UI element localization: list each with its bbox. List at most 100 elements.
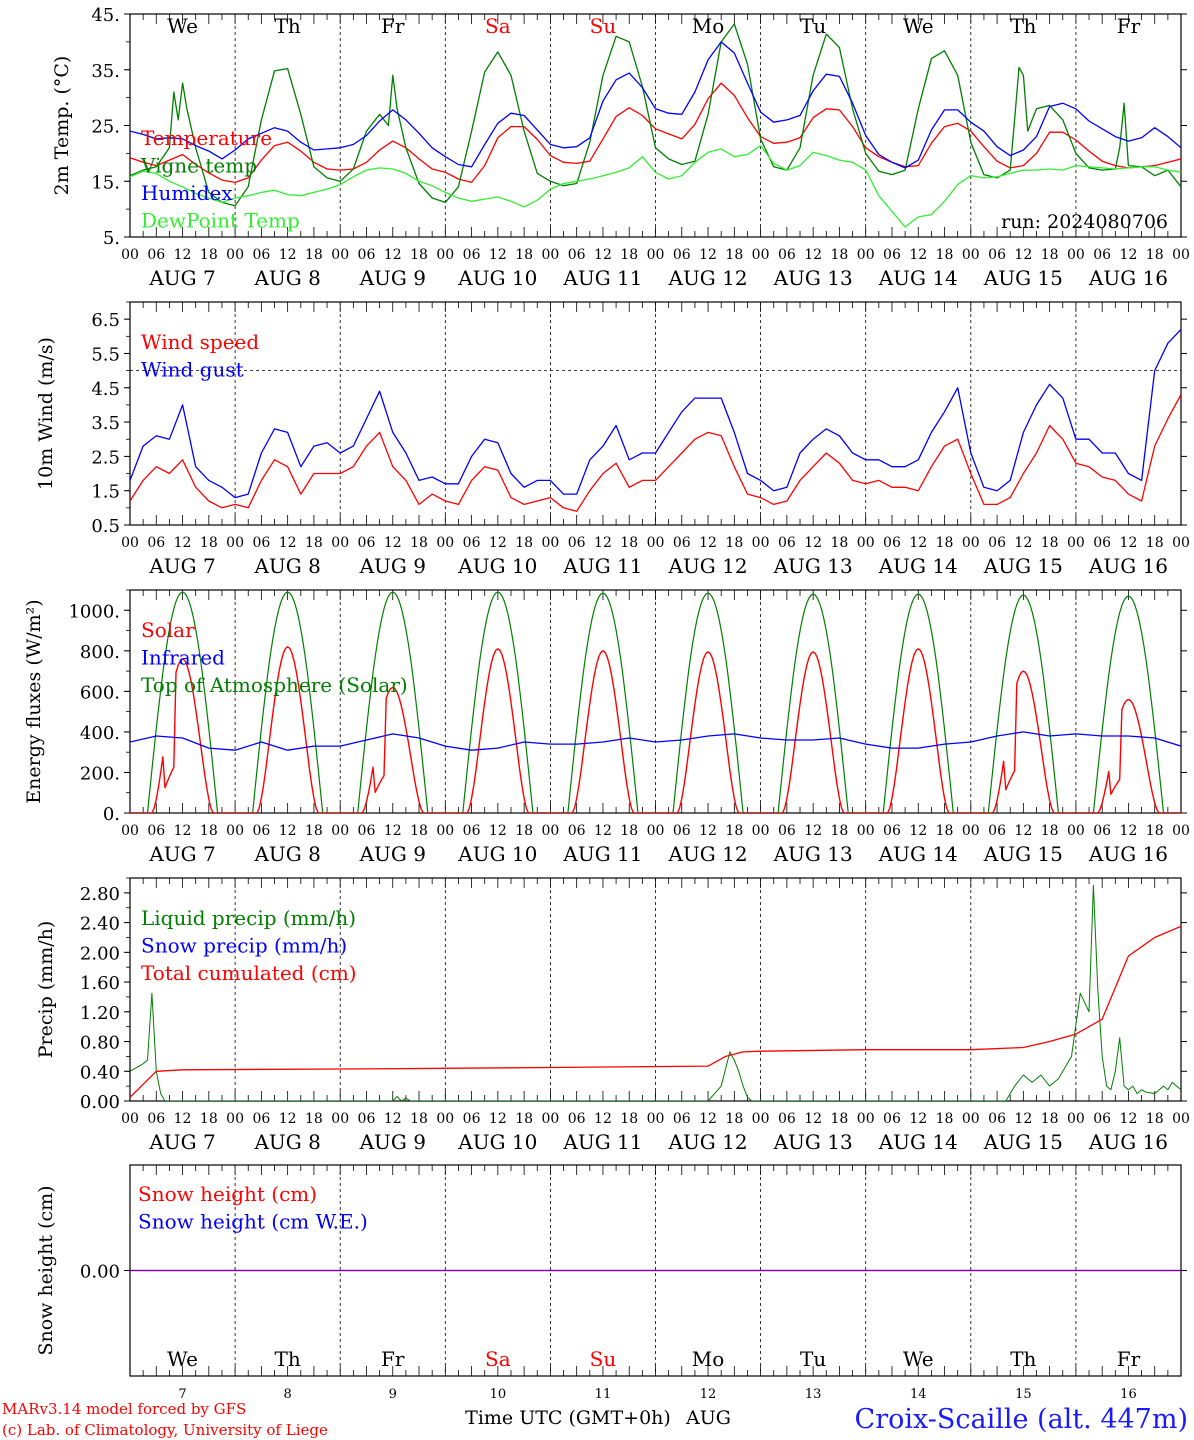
wind-hour-label: 12 <box>279 535 297 551</box>
legend-snow-height-cm: Snow height (cm) <box>138 1182 317 1206</box>
wind-hour-label: 06 <box>463 535 481 551</box>
energy-hour-label: 06 <box>1093 823 1111 839</box>
temp-hour-label: 12 <box>1014 247 1032 263</box>
wind-hour-label: 00 <box>541 535 559 551</box>
wind-hour-label: 12 <box>384 535 402 551</box>
energy-hour-label: 12 <box>594 823 612 839</box>
wind-ytick-label: 4.5 <box>91 379 120 400</box>
energy-hour-label: 12 <box>174 823 192 839</box>
legend-total-cumulated-cm: Total cumulated (cm) <box>141 961 357 985</box>
energy-hour-label: 18 <box>1041 823 1059 839</box>
bottom-day-number: 7 <box>178 1387 186 1402</box>
precip-hour-label: 06 <box>147 1111 165 1127</box>
precip-panel: 0.00 0.40 0.80 1.20 1.60 2.00 2.40 2.80 Precip (… <box>35 877 1190 1154</box>
wind-date-label: AUG 11 <box>562 554 642 578</box>
precip-hour-label: 06 <box>988 1111 1006 1127</box>
wind-hour-label: 18 <box>410 535 428 551</box>
legend-vigne-temp: Vigne temp <box>140 154 257 178</box>
precip-ylabel: Precip (mm/h) <box>35 921 57 1059</box>
precip-hour-label: 18 <box>1041 1111 1059 1127</box>
temp-hour-label: 12 <box>384 247 402 263</box>
precip-hour-label: 06 <box>358 1111 376 1127</box>
temp-hour-label: 18 <box>620 247 638 263</box>
energy-hour-label: 12 <box>489 823 507 839</box>
wind-hour-label: 12 <box>489 535 507 551</box>
temp-hour-label: 00 <box>121 247 139 263</box>
wind-hour-label: 00 <box>121 535 139 551</box>
precip-ytick-label: 2.40 <box>80 914 120 935</box>
temp-hour-label: 18 <box>831 247 849 263</box>
wind-hour-label: 18 <box>936 535 954 551</box>
wind-hour-label: 06 <box>883 535 901 551</box>
run-label: run: 2024080706 <box>1001 211 1168 233</box>
bottom-weekday-label: Su <box>590 1347 617 1371</box>
energy-date-label: AUG 14 <box>878 842 958 866</box>
energy-panel: 0. 200. 400. 600. 800. 1000. Energy fluxes (W/… <box>23 589 1190 866</box>
temp-hour-label-end: 00 <box>1172 247 1190 263</box>
wind-ytick-label: 6.5 <box>91 310 120 331</box>
legend-solar: Solar <box>141 618 195 642</box>
precip-ytick-label: 0.00 <box>80 1092 120 1113</box>
temp-date-label: AUG 12 <box>668 266 748 290</box>
series-humidex-line <box>130 41 1181 169</box>
temp-date-label: AUG 7 <box>148 266 215 290</box>
temp-hour-label: 00 <box>752 247 770 263</box>
wind-hour-label: 00 <box>647 535 665 551</box>
wind-hour-label: 06 <box>252 535 270 551</box>
energy-date-label: AUG 11 <box>562 842 642 866</box>
precip-date-label: AUG 16 <box>1088 1130 1168 1154</box>
temp-hour-label: 18 <box>410 247 428 263</box>
energy-hour-label: 18 <box>515 823 533 839</box>
wind-hour-label: 06 <box>147 535 165 551</box>
precip-hour-label: 12 <box>594 1111 612 1127</box>
precip-hour-label: 06 <box>673 1111 691 1127</box>
top-weekday-label: Fr <box>381 14 405 38</box>
temp-hour-label: 18 <box>725 247 743 263</box>
legend-dewpoint-temp: DewPoint Temp <box>141 209 300 233</box>
precip-hour-label: 00 <box>541 1111 559 1127</box>
precip-hour-label: 06 <box>463 1111 481 1127</box>
legend-temperature: Temperature <box>141 126 272 150</box>
bottom-weekday-label: We <box>167 1347 198 1371</box>
temp-hour-label: 00 <box>541 247 559 263</box>
energy-hour-label: 12 <box>699 823 717 839</box>
temp-ytick-label: 5. <box>103 228 120 249</box>
wind-hour-label: 18 <box>305 535 323 551</box>
temp-hour-label: 12 <box>489 247 507 263</box>
energy-hour-label: 00 <box>331 823 349 839</box>
wind-hour-label: 06 <box>988 535 1006 551</box>
wind-hour-label: 00 <box>331 535 349 551</box>
precip-hour-label: 00 <box>647 1111 665 1127</box>
temp-hour-label: 18 <box>515 247 533 263</box>
top-weekday-label: We <box>167 14 198 38</box>
precip-hour-label: 18 <box>515 1111 533 1127</box>
precip-hour-label: 00 <box>1067 1111 1085 1127</box>
precip-hour-label: 18 <box>1146 1111 1164 1127</box>
wind-ytick-label: 3.5 <box>91 413 120 434</box>
precip-hour-label: 06 <box>568 1111 586 1127</box>
temp-ytick-label: 15. <box>91 172 120 193</box>
energy-hour-label: 00 <box>121 823 139 839</box>
energy-hour-label: 18 <box>410 823 428 839</box>
wind-date-label: AUG 13 <box>773 554 853 578</box>
bottom-day-number: 14 <box>910 1387 927 1402</box>
precip-date-label: AUG 11 <box>562 1130 642 1154</box>
snow-ylabel: Snow height (cm) <box>35 1185 57 1355</box>
bottom-day-number: 9 <box>389 1387 397 1402</box>
precip-date-label: AUG 13 <box>773 1130 853 1154</box>
precip-hour-label: 18 <box>410 1111 428 1127</box>
top-weekday-label: Th <box>275 14 301 38</box>
precip-date-label: AUG 15 <box>983 1130 1063 1154</box>
series-infrared-line <box>130 731 1181 751</box>
wind-date-label: AUG 16 <box>1088 554 1168 578</box>
temp-hour-label: 00 <box>1067 247 1085 263</box>
precip-hour-label: 12 <box>699 1111 717 1127</box>
precip-hour-label: 00 <box>962 1111 980 1127</box>
energy-date-label: AUG 8 <box>253 842 320 866</box>
precip-hour-label: 06 <box>883 1111 901 1127</box>
precip-hour-label-end: 00 <box>1172 1111 1190 1127</box>
energy-hour-label: 12 <box>804 823 822 839</box>
legend-snow-height-cm-w-e: Snow height (cm W.E.) <box>138 1210 368 1234</box>
energy-hour-label: 18 <box>831 823 849 839</box>
temp-date-label: AUG 8 <box>253 266 320 290</box>
